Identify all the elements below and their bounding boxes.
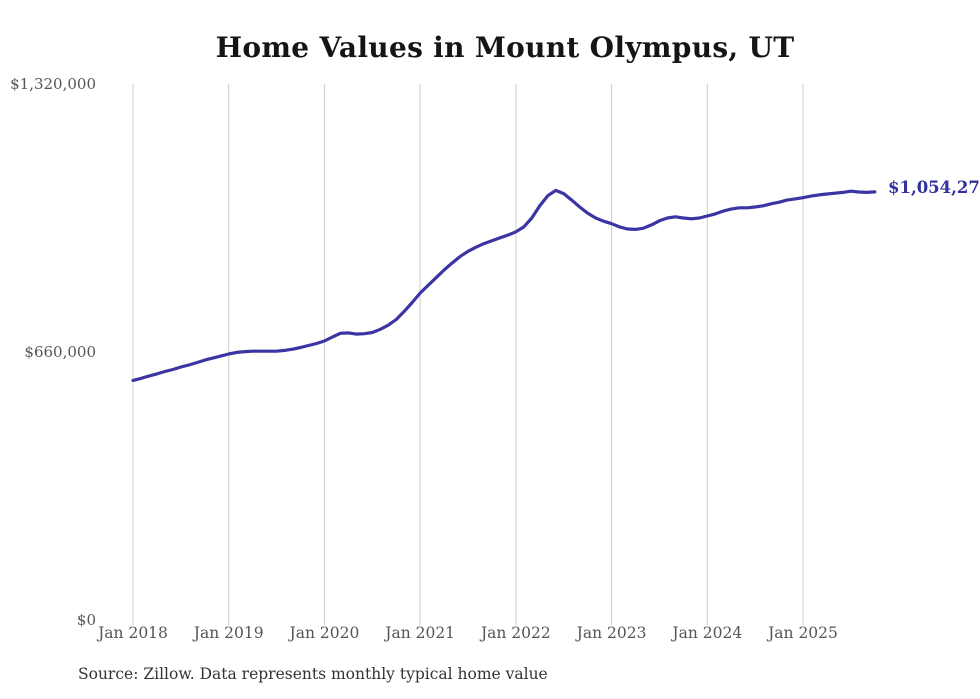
- x-axis-label-2019: Jan 2019: [193, 624, 264, 642]
- y-axis-label-zero: $0: [76, 611, 96, 629]
- y-axis-label-mid: $660,000: [24, 343, 96, 361]
- home-value-trend-line: [131, 188, 877, 382]
- x-axis-label-2025: Jan 2025: [768, 624, 838, 642]
- vertical-gridlines: [132, 84, 804, 625]
- x-axis-label-2022: Jan 2022: [480, 624, 551, 642]
- y-axis-label-max: $1,320,000: [10, 75, 96, 93]
- x-axis-label-2018: Jan 2018: [98, 624, 168, 642]
- latest-value-label: $1,054,272: [888, 178, 980, 197]
- chart-title: Home Values in Mount Olympus, UT: [215, 31, 795, 64]
- x-axis-label-2020: Jan 2020: [289, 624, 360, 642]
- source-note: Source: Zillow. Data represents monthly …: [78, 665, 548, 683]
- x-axis-label-2023: Jan 2023: [576, 624, 647, 642]
- x-axis-label-2024: Jan 2024: [672, 624, 743, 642]
- x-axis-label-2021: Jan 2021: [385, 624, 456, 642]
